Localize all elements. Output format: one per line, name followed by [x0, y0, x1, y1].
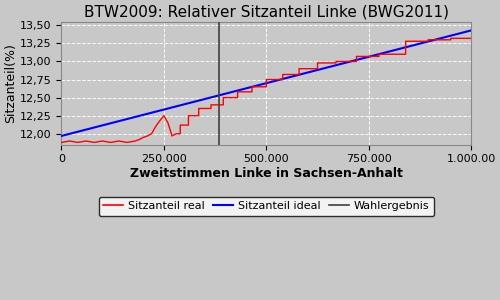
Y-axis label: Sitzanteil(%): Sitzanteil(%)	[4, 43, 17, 123]
Title: BTW2009: Relativer Sitzanteil Linke (BWG2011): BTW2009: Relativer Sitzanteil Linke (BWG…	[84, 4, 449, 19]
X-axis label: Zweitstimmen Linke in Sachsen-Anhalt: Zweitstimmen Linke in Sachsen-Anhalt	[130, 167, 403, 180]
Legend: Sitzanteil real, Sitzanteil ideal, Wahlergebnis: Sitzanteil real, Sitzanteil ideal, Wahle…	[99, 197, 434, 216]
